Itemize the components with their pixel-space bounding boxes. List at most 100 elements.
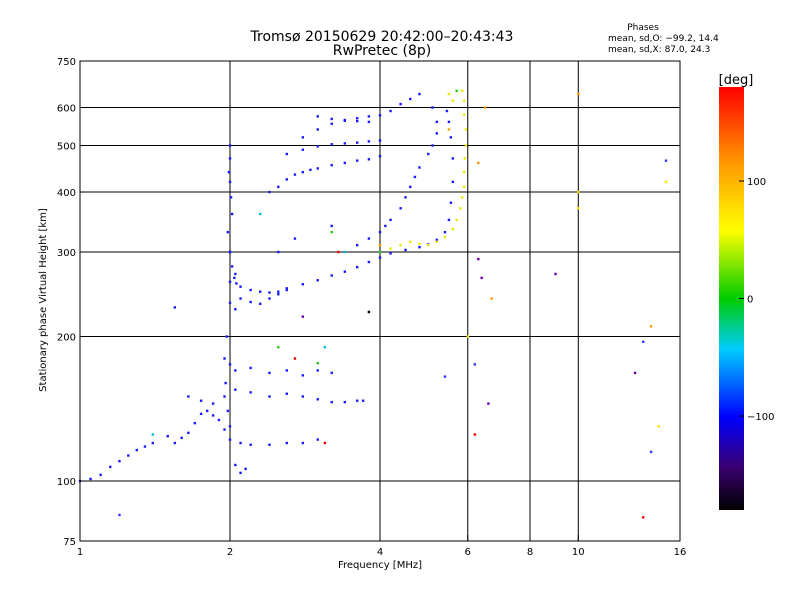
data-point: [330, 371, 333, 375]
data-point: [355, 399, 359, 402]
data-point: [316, 167, 319, 170]
data-point: [378, 230, 382, 234]
data-point: [664, 180, 668, 184]
data-point: [577, 207, 580, 210]
data-point: [463, 157, 467, 160]
data-point: [285, 369, 288, 372]
data-point: [361, 399, 365, 402]
y-axis-label: Stationary phase Virtual Height [km]: [38, 208, 49, 392]
data-point: [285, 287, 288, 290]
data-point: [135, 448, 138, 452]
data-point: [477, 161, 480, 165]
data-point: [459, 207, 462, 210]
data-point: [487, 402, 490, 405]
data-point: [259, 302, 262, 306]
stats-heading: Phases: [627, 23, 659, 33]
data-point: [473, 433, 477, 436]
data-point: [226, 230, 230, 234]
data-point: [330, 117, 333, 121]
y-tick-label: 600: [57, 104, 76, 115]
data-point: [343, 400, 347, 404]
data-point: [268, 371, 271, 375]
x-tick-label: 16: [674, 547, 687, 558]
data-point: [431, 144, 434, 147]
data-point: [224, 381, 227, 385]
data-point: [235, 282, 238, 285]
data-point: [418, 92, 421, 96]
data-point: [330, 230, 333, 234]
data-point: [461, 196, 464, 199]
data-point: [649, 450, 653, 454]
data-point: [413, 175, 417, 179]
data-point: [378, 114, 382, 117]
data-point: [323, 346, 327, 349]
data-point: [217, 418, 221, 422]
data-point: [234, 308, 237, 311]
data-point: [223, 357, 226, 360]
data-point: [234, 369, 237, 372]
data-point: [301, 315, 305, 318]
data-point: [228, 425, 232, 428]
data-point: [483, 106, 487, 109]
x-tick-label: 1: [77, 547, 83, 558]
data-point: [343, 250, 347, 254]
data-point: [118, 513, 121, 517]
x-tick-label: 8: [527, 547, 533, 558]
data-point: [293, 237, 297, 240]
data-point: [389, 252, 392, 255]
data-point: [316, 369, 319, 372]
y-tick-label: 750: [57, 57, 76, 68]
data-point: [268, 190, 271, 194]
data-point: [447, 218, 451, 222]
y-axis-ticks: 75 100 200 300 400 500 600 750: [57, 57, 86, 548]
data-point: [355, 243, 359, 247]
data-point: [109, 465, 112, 469]
data-point: [187, 395, 190, 398]
x-axis-ticks: 1 2 4 6 8 10 16: [77, 535, 687, 558]
data-point: [259, 212, 262, 216]
data-point: [285, 288, 288, 292]
data-point: [301, 441, 305, 445]
data-point: [367, 140, 371, 143]
data-point: [301, 136, 305, 139]
data-point: [445, 109, 449, 113]
data-point: [229, 196, 233, 199]
data-point: [343, 270, 347, 273]
data-point: [228, 144, 232, 147]
data-point: [244, 467, 247, 471]
data-point: [378, 139, 382, 142]
data-point: [234, 463, 237, 467]
data-point: [399, 207, 402, 210]
data-point: [435, 120, 438, 124]
data-point: [409, 97, 412, 101]
data-point: [447, 92, 451, 96]
data-point: [337, 250, 340, 254]
y-tick-label: 300: [57, 248, 76, 259]
data-point: [143, 445, 147, 448]
data-point: [223, 428, 226, 431]
data-point: [277, 293, 280, 296]
data-point: [249, 288, 252, 292]
x-tick-label: 4: [377, 547, 383, 558]
data-point: [239, 285, 242, 288]
data-point: [378, 243, 382, 247]
data-point: [268, 291, 271, 294]
data-point: [301, 374, 305, 377]
data-point: [435, 240, 438, 244]
data-point: [316, 438, 319, 441]
data-point: [355, 119, 359, 123]
data-point: [633, 371, 637, 375]
data-point: [228, 301, 232, 305]
data-point: [443, 230, 447, 234]
data-point: [343, 142, 347, 145]
data-point: [378, 256, 382, 259]
data-point: [404, 196, 407, 199]
data-point: [461, 89, 464, 93]
data-point: [239, 297, 242, 300]
data-point: [409, 240, 412, 244]
data-point: [228, 438, 232, 441]
colorbar-tick-label: −100: [747, 412, 774, 423]
colorbar-label: [deg]: [719, 73, 754, 88]
data-point: [228, 180, 232, 184]
